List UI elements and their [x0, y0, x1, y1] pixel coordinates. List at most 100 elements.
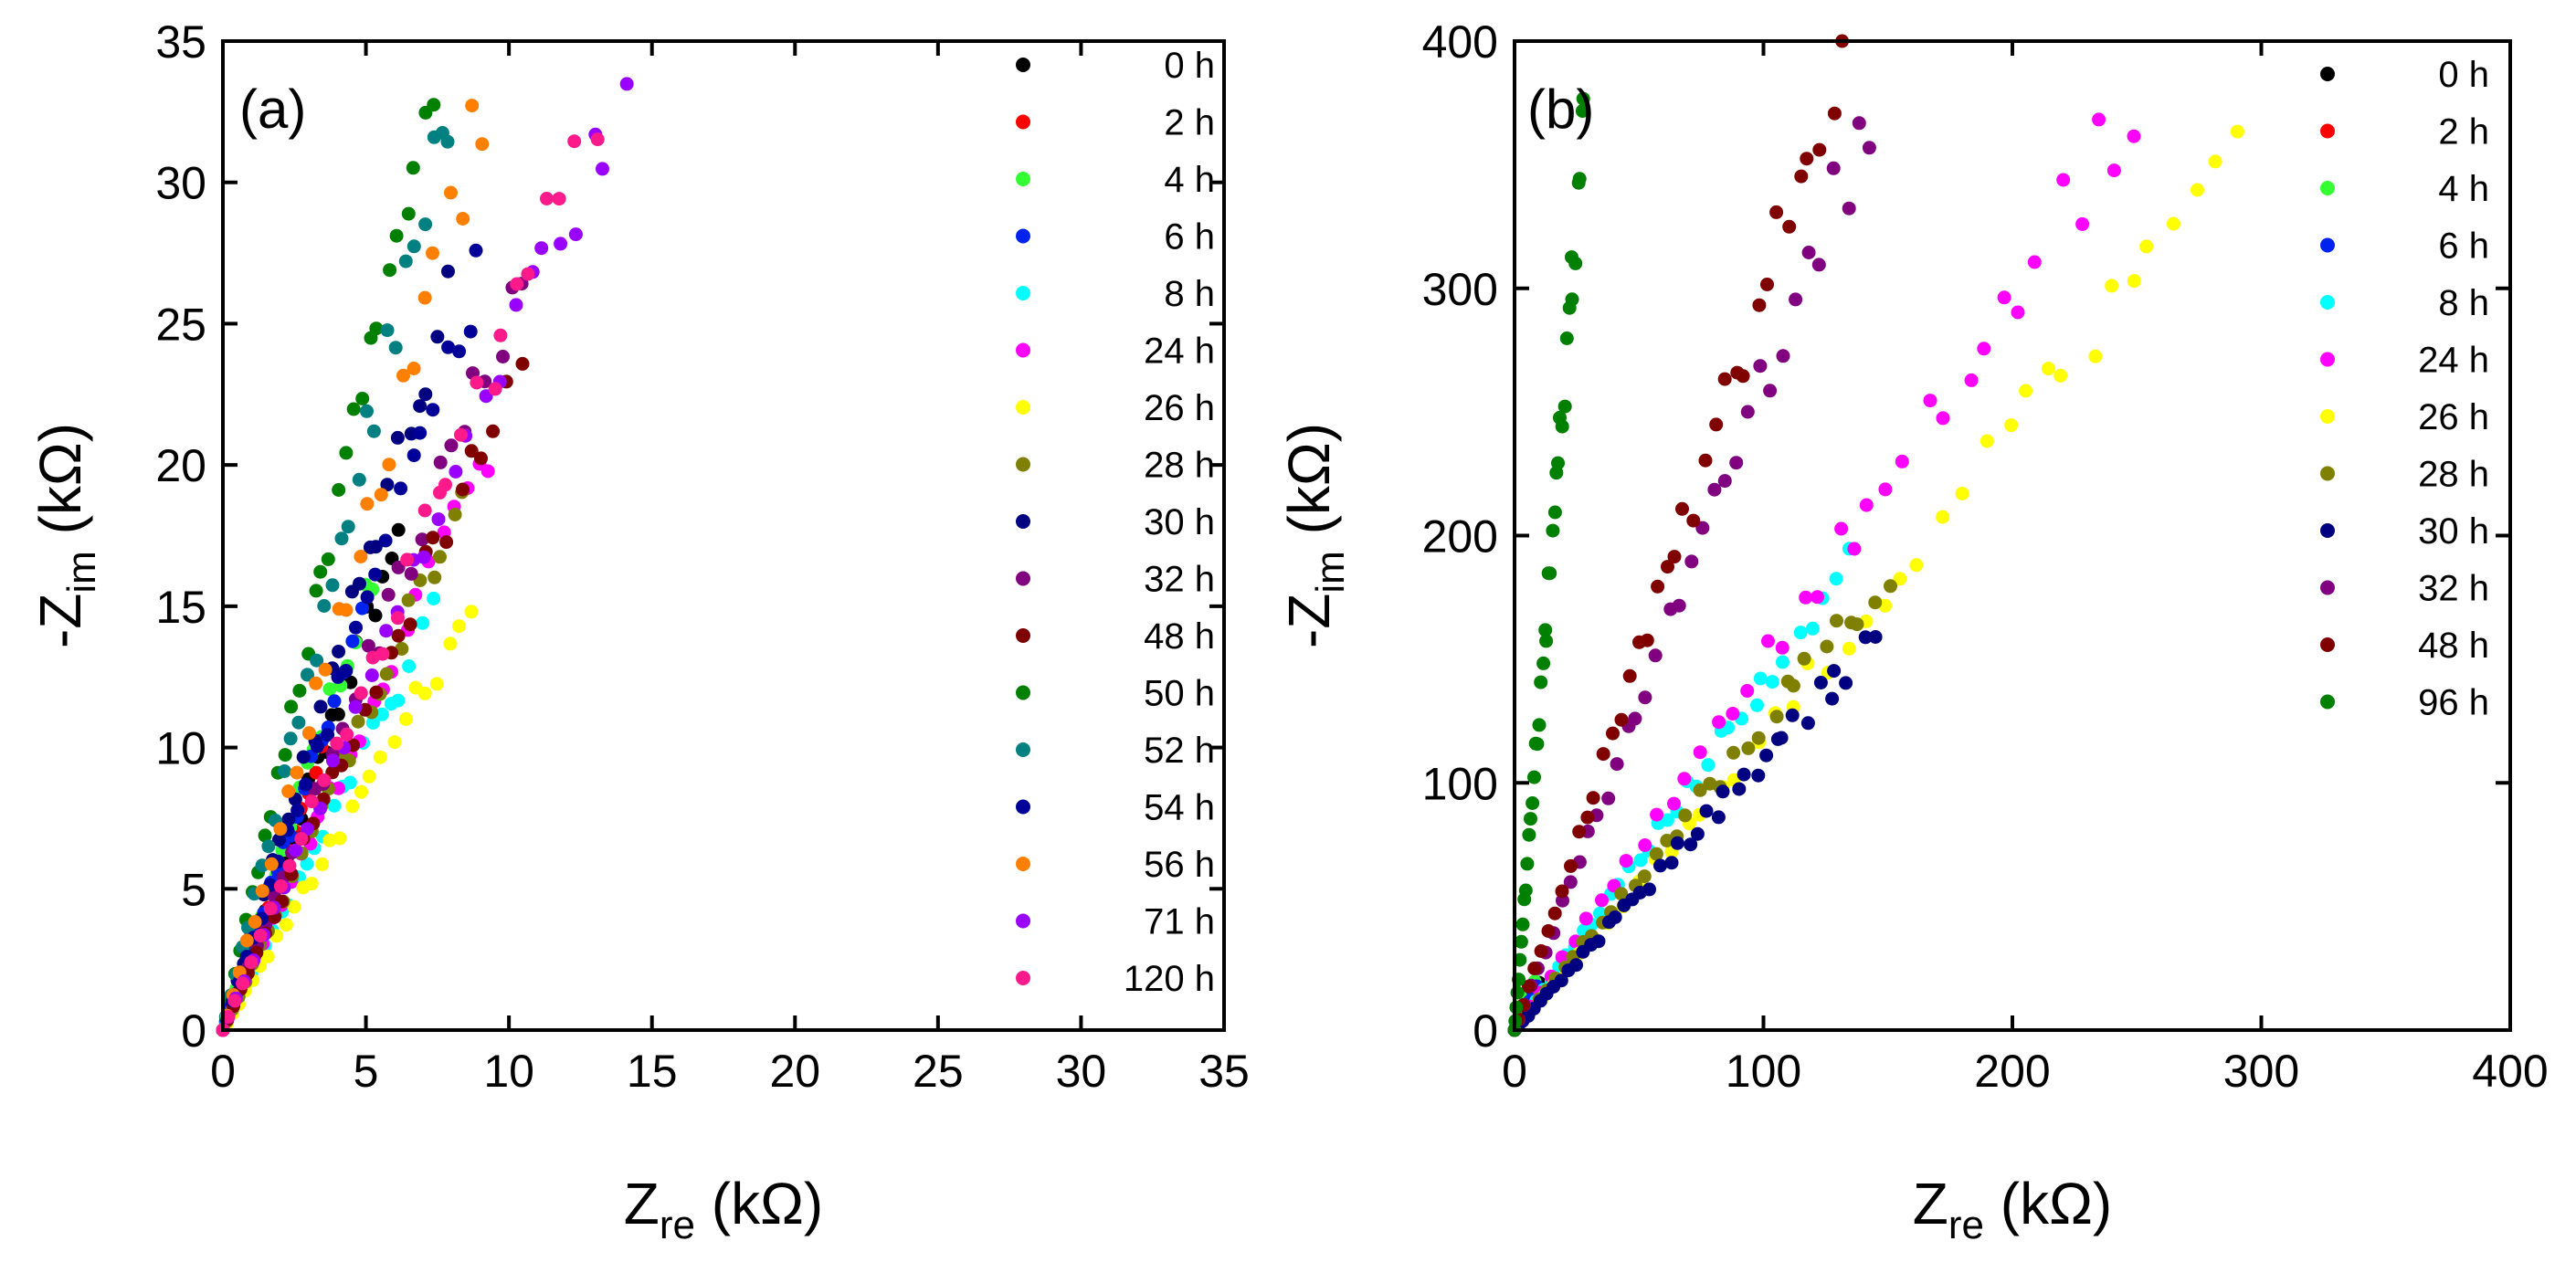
data-point — [339, 664, 354, 678]
legend-item: 56 h — [1016, 845, 1215, 885]
data-point — [1578, 911, 1593, 926]
data-point — [1936, 510, 1950, 524]
data-point — [1541, 924, 1556, 938]
legend-label: 48 h — [1144, 616, 1215, 657]
data-point — [433, 550, 447, 564]
data-point — [381, 587, 396, 602]
data-point — [390, 430, 405, 445]
data-point — [1572, 172, 1587, 186]
data-point — [1675, 501, 1689, 516]
data-point — [440, 134, 455, 149]
legend-label: 71 h — [1144, 902, 1215, 942]
data-point — [1672, 598, 1686, 613]
plot-frame — [221, 39, 1226, 1032]
legend-item: 48 h — [2320, 626, 2489, 666]
data-point — [1524, 812, 1537, 826]
data-point — [418, 217, 433, 232]
y-tick-label: 100 — [1422, 758, 1498, 809]
data-point — [1670, 836, 1684, 850]
data-point — [1709, 417, 1724, 432]
legend-label: 6 h — [2438, 226, 2489, 267]
data-point — [596, 162, 609, 176]
data-point — [1740, 684, 1755, 698]
data-point — [1736, 369, 1750, 384]
data-point — [1737, 767, 1751, 782]
data-point — [426, 531, 440, 545]
data-point — [331, 707, 345, 721]
data-point — [1638, 838, 1652, 852]
legend-label: 4 h — [1164, 160, 1215, 200]
data-point — [368, 567, 383, 582]
data-point — [1586, 791, 1600, 805]
data-point — [1648, 648, 1663, 663]
x-axis-title: Zre (kΩ) — [624, 1171, 823, 1247]
data-point — [534, 241, 549, 256]
data-point — [382, 458, 396, 472]
data-point — [1619, 854, 1633, 868]
y-tick-label: 35 — [155, 16, 206, 68]
series-30h — [1507, 630, 1883, 1037]
data-point — [1693, 783, 1707, 797]
data-point — [1753, 671, 1768, 686]
data-point — [1515, 917, 1530, 931]
data-point — [1568, 256, 1583, 270]
data-point — [1610, 757, 1624, 772]
data-point — [284, 700, 299, 714]
legend-item: 52 h — [1016, 731, 1215, 771]
data-point — [1565, 292, 1579, 307]
data-point — [299, 777, 312, 792]
data-point — [1637, 869, 1652, 884]
x-tick-label: 300 — [2223, 1046, 2299, 1097]
data-point — [345, 799, 360, 814]
data-point — [261, 839, 276, 854]
legend-marker — [1016, 114, 1030, 130]
data-point — [1811, 590, 1824, 605]
data-point — [1909, 558, 1924, 573]
legend-item: 26 h — [2320, 397, 2489, 437]
legend-label: 0 h — [1164, 46, 1215, 86]
data-point — [330, 736, 344, 751]
data-point — [287, 900, 301, 914]
data-point — [310, 653, 324, 668]
data-point — [294, 832, 309, 847]
data-point — [369, 321, 384, 336]
data-point — [1977, 342, 1991, 356]
data-point — [1534, 675, 1548, 689]
legend-marker — [2320, 295, 2335, 310]
data-point — [2166, 216, 2180, 231]
legend-marker — [2320, 67, 2335, 81]
data-point — [260, 950, 275, 963]
data-point — [277, 764, 291, 778]
legend-marker — [2320, 523, 2335, 538]
data-point — [1534, 944, 1548, 958]
data-point — [456, 212, 470, 226]
data-point — [2139, 239, 2154, 254]
data-point — [1651, 579, 1665, 594]
data-point — [313, 700, 328, 714]
legend-item: 24 h — [1016, 331, 1215, 372]
legend-label: 30 h — [2418, 511, 2489, 552]
data-point — [304, 794, 319, 809]
data-point — [413, 426, 428, 440]
data-point — [1522, 827, 1536, 842]
data-point — [1785, 708, 1800, 722]
data-point — [1811, 258, 1826, 272]
legend-label: 32 h — [1144, 560, 1215, 600]
legend-item: 8 h — [2320, 283, 2489, 323]
data-point — [488, 382, 502, 396]
data-point — [1726, 745, 1741, 760]
legend-item: 0 h — [2320, 55, 2489, 95]
data-point — [1686, 513, 1701, 528]
data-point — [391, 693, 406, 708]
data-points — [1507, 34, 2244, 1037]
data-point — [1759, 748, 1774, 763]
data-point — [332, 781, 345, 795]
data-point — [443, 636, 458, 651]
x-tick-label: 25 — [913, 1046, 964, 1097]
data-point — [438, 478, 452, 492]
data-point — [1852, 116, 1866, 131]
data-point — [452, 344, 467, 359]
y-tick-label: 0 — [1473, 1005, 1498, 1057]
data-point — [369, 685, 384, 700]
data-point — [418, 387, 433, 402]
